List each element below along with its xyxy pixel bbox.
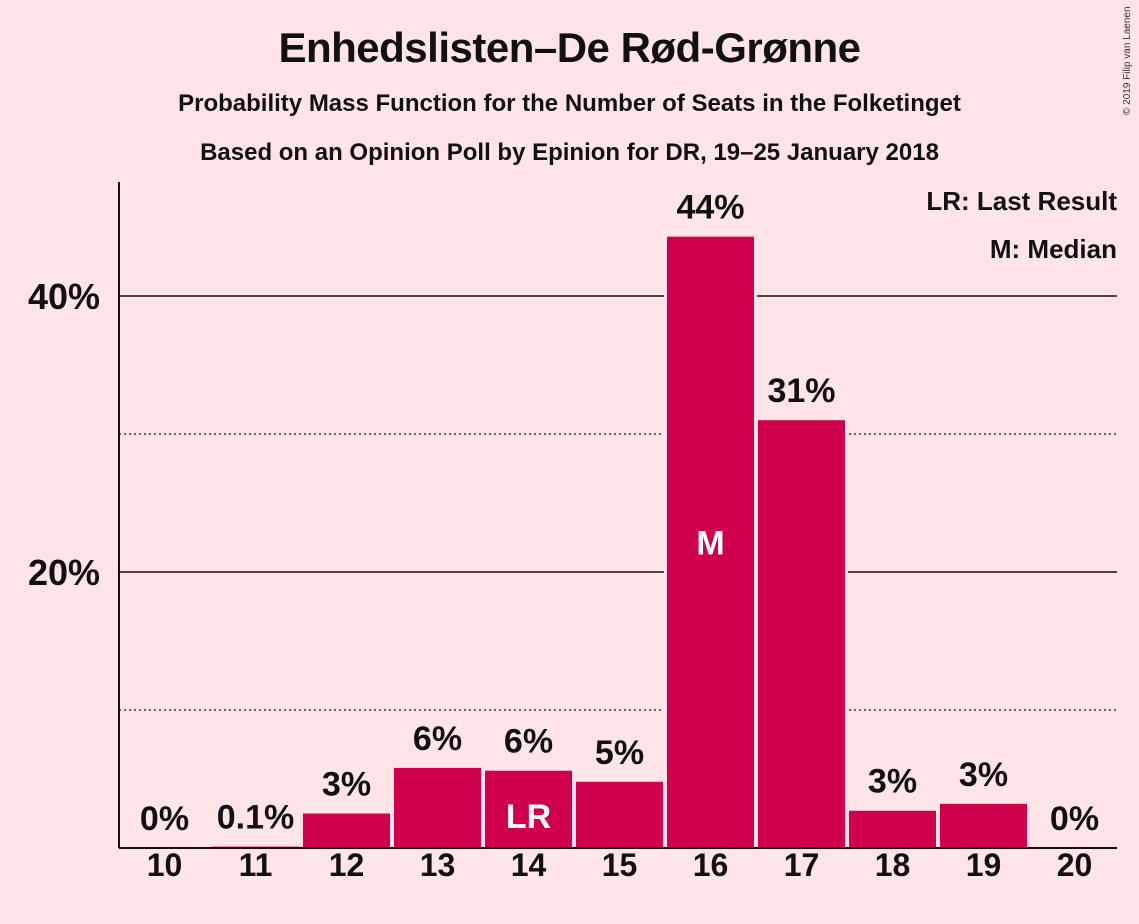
legend: LR: Last Result M: Median: [926, 186, 1117, 264]
x-tick-label: 10: [147, 847, 183, 883]
bar-halo: [209, 843, 302, 848]
chart-title: Enhedslisten–De Rød-Grønne: [278, 24, 861, 71]
data-label-14: 6%: [504, 723, 553, 761]
legend-last-result: LR: Last Result: [926, 186, 1117, 216]
x-tick-label: 17: [784, 847, 820, 883]
bar-19: [940, 803, 1027, 848]
legend-median: M: Median: [990, 234, 1117, 264]
bar-13: [394, 767, 481, 848]
data-label-19: 3%: [959, 756, 1008, 794]
axes: 20% 40% 10 11 12 13 14 15 16 17 18 19 20: [28, 182, 1117, 883]
bars: [209, 233, 1030, 848]
data-label-13: 6%: [413, 720, 462, 758]
x-tick-label: 12: [329, 847, 365, 883]
bar-12: [303, 813, 390, 848]
chart-subtitle: Probability Mass Function for the Number…: [178, 90, 961, 117]
y-tick-label: 20%: [28, 552, 100, 593]
x-tick-label: 11: [239, 847, 273, 883]
bar-18: [849, 810, 936, 848]
x-tick-label: 19: [966, 847, 1002, 883]
x-tick-label: 14: [511, 847, 547, 883]
data-label-11: 0.1%: [217, 799, 295, 837]
bar-17: [758, 420, 845, 848]
y-tick-label: 40%: [28, 276, 100, 317]
x-tick-label: 13: [420, 847, 456, 883]
data-label-17: 31%: [767, 372, 835, 410]
data-label-18: 3%: [868, 763, 917, 801]
x-tick-label: 15: [602, 847, 638, 883]
marker-m: M: [696, 524, 724, 562]
data-label-10: 0%: [140, 800, 189, 838]
x-tick-label: 16: [693, 847, 729, 883]
x-tick-label: 20: [1057, 847, 1093, 883]
data-label-15: 5%: [595, 734, 644, 772]
data-label-12: 3%: [322, 766, 371, 804]
chart-subtitle-poll: Based on an Opinion Poll by Epinion for …: [200, 139, 939, 166]
data-label-20: 0%: [1050, 800, 1099, 838]
marker-lr: LR: [506, 798, 551, 836]
data-label-16: 44%: [676, 189, 744, 227]
data-labels: 0% 0.1% 3% 6% 6% LR 5% 44% M 31% 3% 3% 0%: [140, 189, 1099, 838]
bar-16: [667, 236, 754, 848]
grid-lines: [119, 295, 1117, 711]
x-tick-label: 18: [875, 847, 911, 883]
bar-15: [576, 781, 663, 848]
bar-14: [485, 770, 572, 848]
